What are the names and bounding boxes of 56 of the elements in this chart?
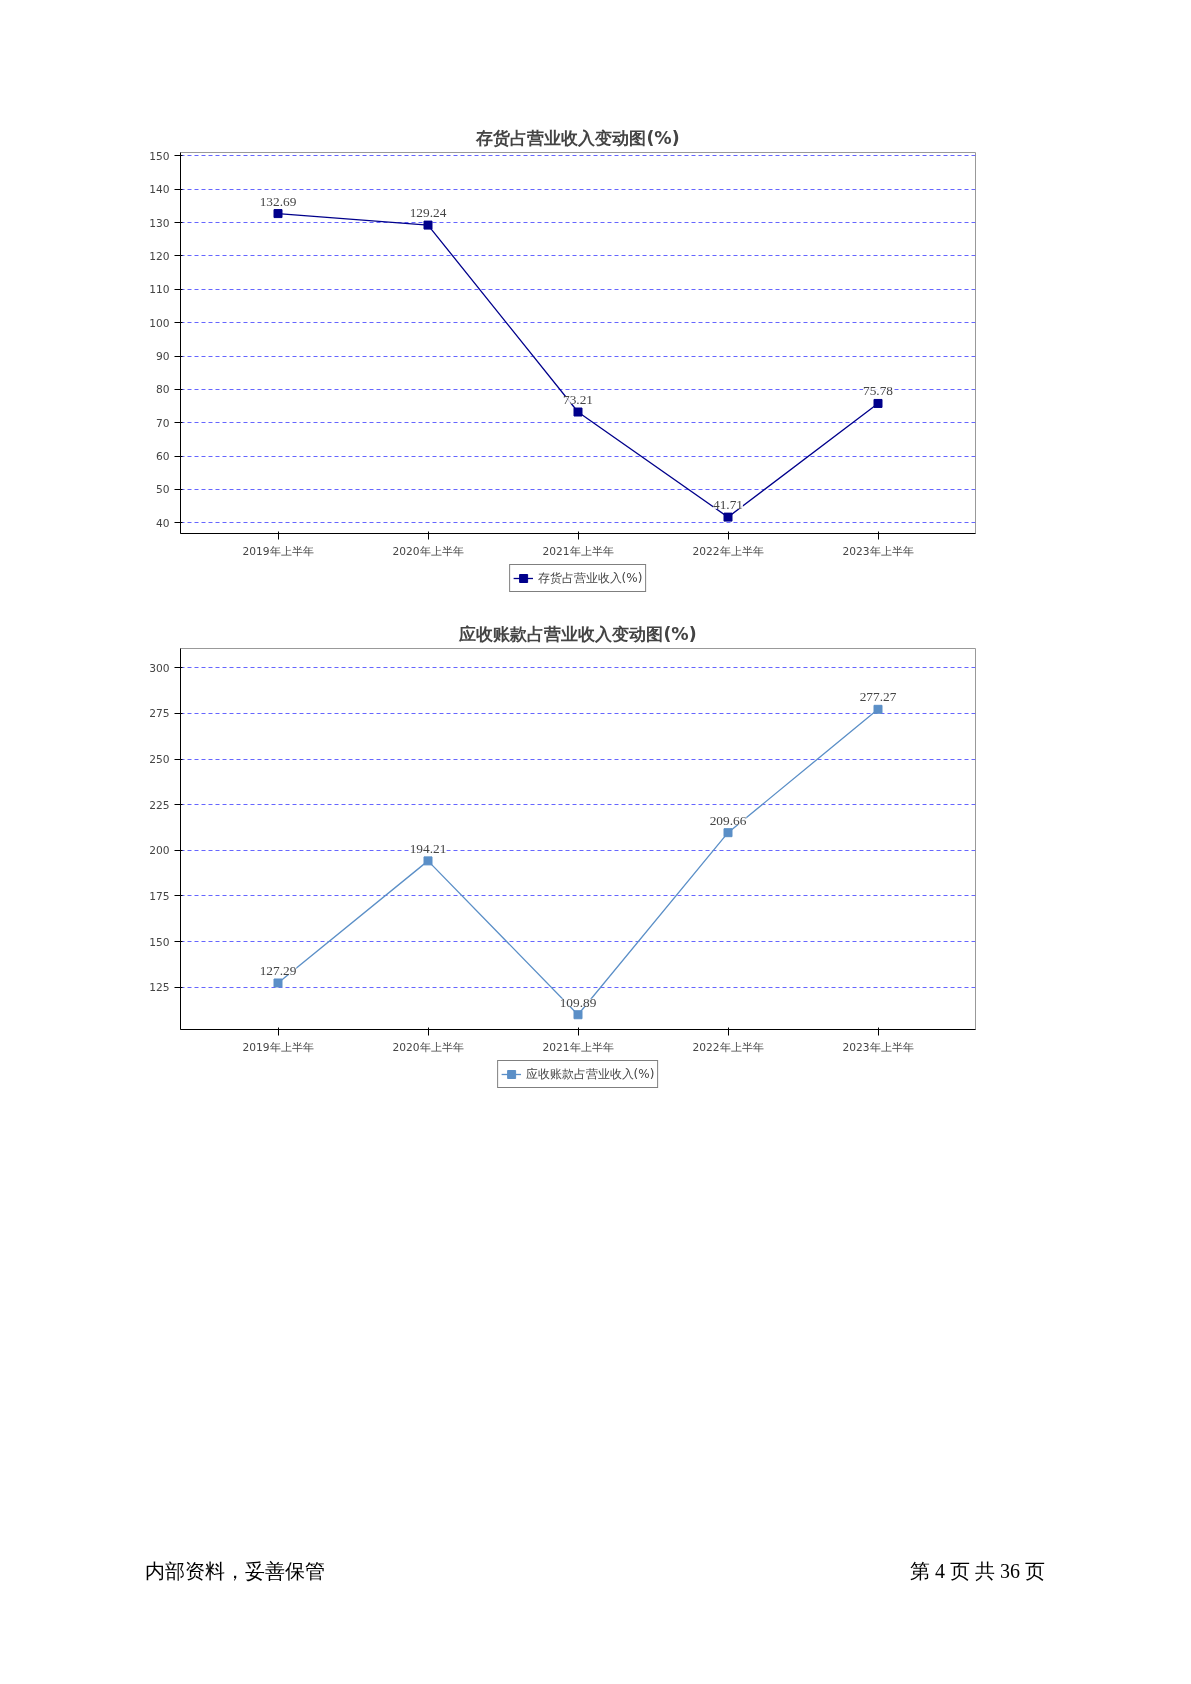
- y-tick-label: 120: [149, 249, 170, 263]
- point: [273, 209, 283, 219]
- y-tick-label: 125: [149, 981, 170, 995]
- point: [723, 512, 733, 522]
- y-tick-label: 50: [155, 483, 170, 497]
- x-tick-label: 2022年上半年: [692, 544, 764, 558]
- point: [573, 1010, 583, 1020]
- point: [873, 398, 883, 408]
- x-tick-label: 2020年上半年: [392, 544, 464, 558]
- data-label: 109.89: [559, 994, 597, 1010]
- y-tick-label: 140: [149, 183, 170, 197]
- data-label: 75.78: [863, 383, 894, 399]
- y-tick-label: 60: [155, 450, 170, 464]
- point: [273, 978, 283, 988]
- text: 内部资料，妥善保管: [145, 1559, 325, 1584]
- x-tick-label: 2021年上半年: [542, 544, 614, 558]
- y-tick-label: 200: [149, 844, 170, 858]
- chart-title: 应收账款占营业收入变动图(%): [458, 623, 697, 644]
- x-tick-label: 2023年上半年: [842, 1040, 914, 1054]
- legend-label: 存货占营业收入(%): [537, 569, 643, 587]
- y-tick-label: 175: [149, 889, 170, 903]
- point: [423, 856, 433, 866]
- y-tick-label: 80: [155, 383, 170, 397]
- y-tick-label: 110: [149, 283, 170, 297]
- y-tick-label: 100: [149, 316, 170, 330]
- text: 第 4 页 共 36 页: [910, 1559, 1045, 1584]
- point: [423, 220, 433, 230]
- chart-title: 存货占营业收入变动图(%): [475, 127, 680, 148]
- x-tick-label: 2021年上半年: [542, 1040, 614, 1054]
- data-label: 127.29: [259, 962, 297, 978]
- legend-label: 应收账款占营业收入(%): [525, 1065, 655, 1083]
- data-label: 194.21: [409, 840, 447, 856]
- point: [723, 828, 733, 838]
- data-label: 277.27: [859, 689, 897, 705]
- y-tick-label: 275: [149, 707, 170, 721]
- y-tick-label: 150: [149, 149, 170, 163]
- y-tick-label: 90: [155, 350, 170, 364]
- point: [873, 704, 883, 714]
- y-tick-label: 150: [149, 935, 170, 949]
- y-tick-label: 250: [149, 753, 170, 767]
- data-label: 73.21: [563, 392, 594, 408]
- data-label: 41.71: [713, 497, 744, 513]
- y-tick-label: 300: [149, 661, 170, 675]
- y-tick-label: 40: [155, 516, 170, 530]
- y-tick-label: 225: [149, 798, 170, 812]
- x-tick-label: 2022年上半年: [692, 1040, 764, 1054]
- data-label: 129.24: [409, 205, 447, 221]
- data-label: 132.69: [259, 193, 297, 209]
- x-tick-label: 2023年上半年: [842, 544, 914, 558]
- x-tick-label: 2019年上半年: [242, 544, 314, 558]
- x-tick-label: 2019年上半年: [242, 1040, 314, 1054]
- y-tick-label: 130: [149, 216, 170, 230]
- y-tick-label: 70: [155, 416, 170, 430]
- x-tick-label: 2020年上半年: [392, 1040, 464, 1054]
- point: [573, 407, 583, 417]
- data-label: 209.66: [709, 812, 747, 828]
